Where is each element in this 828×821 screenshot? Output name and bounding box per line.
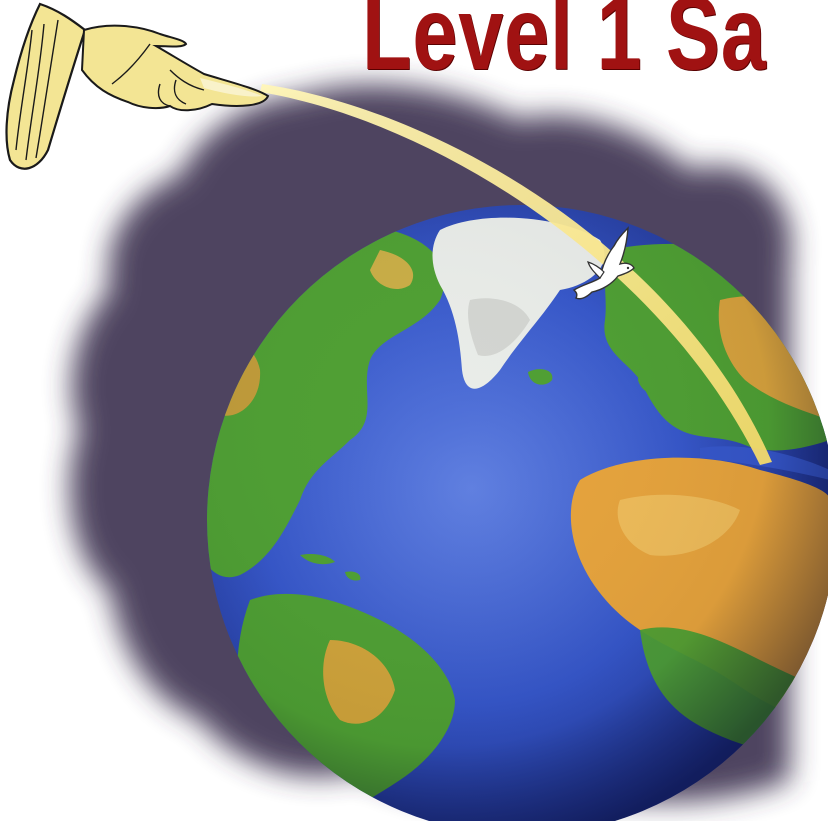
page-title: Level 1 Sa: [362, 0, 767, 92]
pointing-hand-icon: [5, 2, 270, 170]
dove-icon: [572, 226, 635, 300]
earth-globe: [207, 205, 828, 821]
